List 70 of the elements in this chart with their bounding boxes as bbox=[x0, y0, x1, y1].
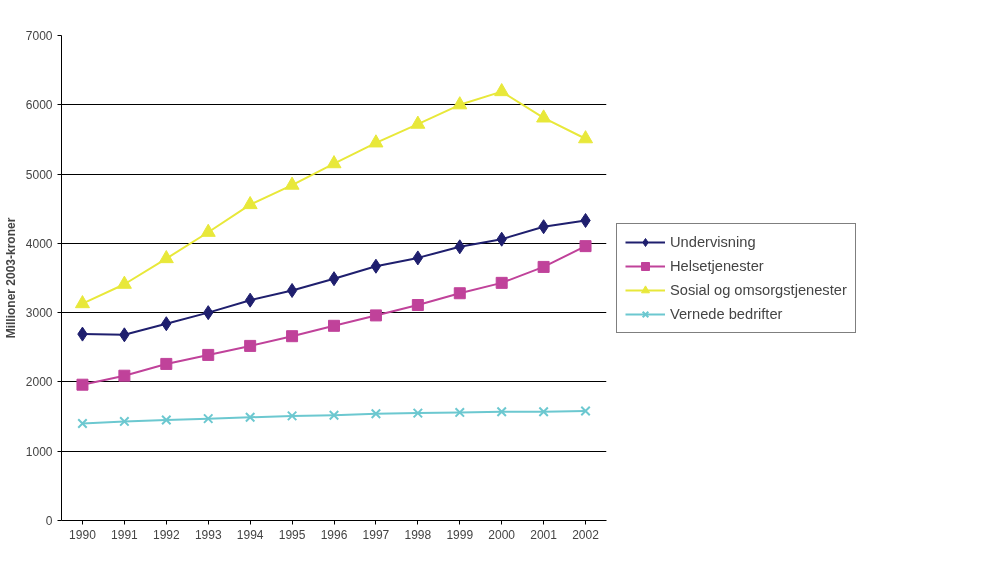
legend-label: Helsetjenester bbox=[670, 257, 764, 274]
point bbox=[119, 416, 130, 427]
y-tick-label: 6000 bbox=[25, 98, 53, 113]
point bbox=[579, 240, 592, 253]
x-tick-label: 1997 bbox=[362, 527, 390, 542]
point bbox=[202, 348, 215, 361]
point bbox=[161, 414, 172, 426]
point bbox=[118, 369, 131, 382]
point bbox=[496, 406, 507, 417]
x-tick-label: 2000 bbox=[488, 527, 516, 542]
point bbox=[538, 406, 549, 417]
legend-label: Undervisning bbox=[670, 233, 756, 250]
point bbox=[412, 407, 424, 419]
point bbox=[284, 176, 300, 190]
point bbox=[368, 134, 384, 148]
point bbox=[537, 260, 550, 273]
point bbox=[242, 195, 258, 210]
point bbox=[286, 330, 299, 343]
point bbox=[454, 407, 466, 418]
y-tick-label: 2000 bbox=[25, 375, 53, 390]
x-tick-label: 1990 bbox=[69, 527, 97, 542]
y-tick-label: 5000 bbox=[25, 167, 53, 182]
point bbox=[328, 271, 340, 287]
point bbox=[74, 295, 90, 309]
point bbox=[578, 130, 594, 144]
point bbox=[328, 409, 340, 421]
point bbox=[328, 319, 340, 332]
point bbox=[244, 339, 257, 352]
point bbox=[411, 299, 424, 312]
point bbox=[453, 287, 466, 300]
y-tick-label: 3000 bbox=[25, 306, 53, 321]
x-tick-label: 1995 bbox=[278, 527, 306, 542]
x-tick-label: 2001 bbox=[530, 527, 558, 542]
point bbox=[160, 357, 173, 370]
point bbox=[326, 155, 342, 169]
y-tick-label: 0 bbox=[45, 514, 53, 528]
point bbox=[202, 413, 214, 424]
point bbox=[452, 96, 468, 110]
point bbox=[410, 115, 426, 129]
x-tick-label: 1992 bbox=[152, 527, 180, 542]
y-tick-label: 7000 bbox=[25, 29, 53, 43]
y-tick-label: 4000 bbox=[25, 236, 53, 251]
point bbox=[370, 258, 382, 274]
point bbox=[244, 292, 256, 308]
point bbox=[495, 276, 508, 289]
x-tick-label: 1999 bbox=[446, 527, 474, 542]
point bbox=[412, 250, 424, 266]
x-tick-label: 1994 bbox=[236, 527, 264, 542]
x-tick-label: 2002 bbox=[572, 527, 600, 542]
point bbox=[244, 412, 256, 423]
point bbox=[116, 275, 132, 289]
point bbox=[580, 405, 591, 417]
legend-label: Sosial og omsorgstjenester bbox=[670, 281, 847, 298]
x-tick-label: 1996 bbox=[320, 527, 348, 542]
point bbox=[76, 378, 89, 391]
x-tick-label: 1991 bbox=[111, 527, 139, 542]
point bbox=[77, 418, 88, 429]
point bbox=[286, 410, 298, 422]
x-tick-label: 1993 bbox=[194, 527, 222, 542]
y-axis-title: Millioner 2003-kroner bbox=[3, 217, 18, 339]
y-tick-label: 1000 bbox=[25, 444, 53, 459]
point bbox=[200, 223, 216, 237]
point bbox=[286, 282, 298, 298]
legend-label: Vernede bedrifter bbox=[670, 305, 783, 322]
point bbox=[370, 408, 382, 420]
point bbox=[494, 83, 510, 97]
point bbox=[369, 309, 382, 322]
point bbox=[536, 109, 552, 123]
point bbox=[158, 250, 174, 264]
x-tick-label: 1998 bbox=[404, 527, 432, 542]
